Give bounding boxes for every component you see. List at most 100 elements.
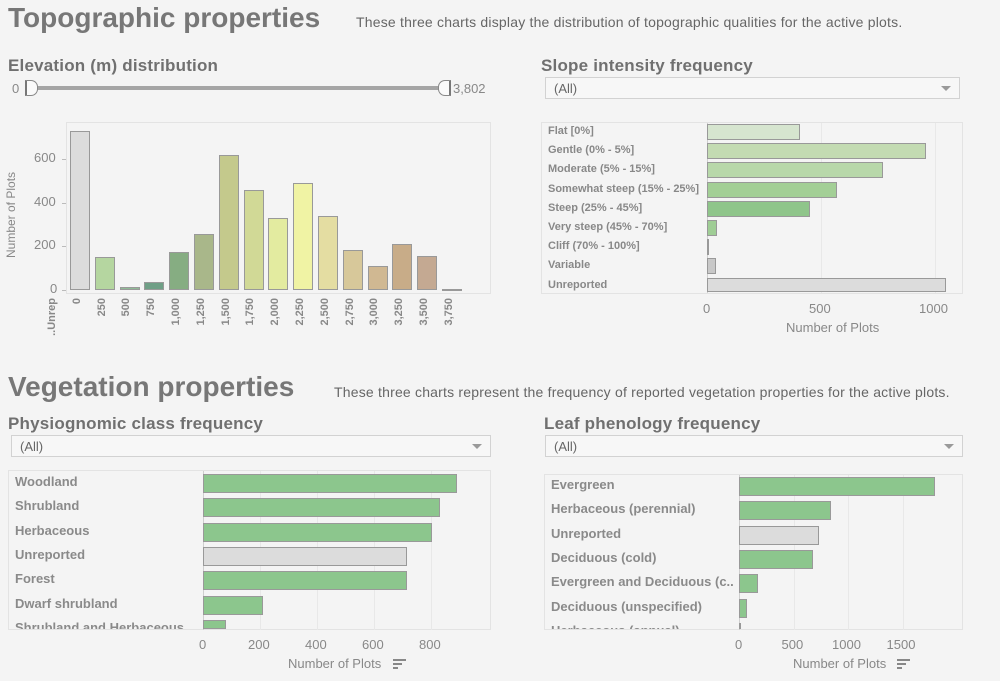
slope-gridline bbox=[935, 123, 936, 293]
leaf-x-axis-label: Number of Plots bbox=[793, 656, 887, 671]
slider-min-label: 0 bbox=[12, 81, 20, 96]
chevron-down-icon bbox=[941, 86, 951, 91]
leaf-category-label: Evergreen bbox=[551, 477, 615, 492]
slope-x-axis-label: Number of Plots bbox=[786, 320, 880, 335]
elevation-bar bbox=[442, 289, 462, 291]
slope-chart-title: Slope intensity frequency bbox=[541, 56, 753, 75]
slope-bar bbox=[707, 258, 717, 275]
slider-min-handle[interactable] bbox=[25, 80, 38, 96]
elevation-y-tick-mark bbox=[62, 202, 66, 204]
elevation-x-tick: 3,250 bbox=[393, 298, 406, 326]
physio-bar bbox=[203, 546, 407, 566]
leaf-x-tick: 500 bbox=[781, 637, 804, 652]
leaf-filter-dropdown[interactable]: (All) bbox=[545, 435, 963, 457]
leaf-category-label: Deciduous (cold) bbox=[551, 549, 657, 565]
physiognomic-filter-dropdown[interactable]: (All) bbox=[11, 435, 491, 457]
leaf-category-label: Evergreen and Deciduous (c.. bbox=[551, 574, 734, 590]
leaf-gridline bbox=[848, 475, 849, 630]
physio-category-label: Herbaceous bbox=[15, 522, 90, 538]
slope-category-label: Flat [0%] bbox=[548, 125, 594, 137]
physio-bar bbox=[203, 522, 433, 542]
elevation-y-tick: 600 bbox=[34, 150, 56, 166]
topographic-section-title: Topographic properties bbox=[8, 2, 321, 33]
elevation-bar bbox=[119, 286, 140, 290]
slider-max-handle[interactable] bbox=[438, 80, 451, 96]
chevron-down-icon bbox=[944, 444, 954, 449]
physio-bar bbox=[203, 498, 440, 518]
elevation-bar bbox=[70, 130, 90, 290]
physio-bar bbox=[203, 619, 226, 629]
leaf-bar bbox=[739, 477, 936, 496]
elevation-y-tick-mark bbox=[62, 159, 66, 161]
elevation-y-tick: 400 bbox=[34, 193, 56, 209]
elevation-bar bbox=[342, 249, 363, 290]
physio-bar bbox=[203, 571, 407, 591]
leaf-chart-title: Leaf phenology frequency bbox=[544, 414, 761, 433]
leaf-gridline bbox=[902, 475, 904, 630]
physio-category-label: Forest bbox=[15, 571, 55, 587]
slope-category-label: Moderate (5% - 15%] bbox=[548, 163, 655, 176]
elevation-bar bbox=[218, 154, 239, 290]
elevation-y-tick: 200 bbox=[34, 237, 56, 253]
chevron-down-icon bbox=[472, 444, 482, 449]
physio-x-tick: 0 bbox=[199, 637, 207, 652]
slope-category-label: Cliff (70% - 100%] bbox=[548, 240, 640, 253]
slope-filter-value: (All) bbox=[554, 81, 578, 96]
leaf-bar bbox=[739, 622, 741, 629]
leaf-filter-value: (All) bbox=[554, 439, 578, 454]
slope-x-tick: 1000 bbox=[919, 301, 948, 316]
topographic-section-description: These three charts display the distribut… bbox=[356, 14, 903, 30]
elevation-bar bbox=[318, 215, 338, 290]
elevation-x-tick: 750 bbox=[145, 298, 158, 317]
elevation-x-tick: 1,750 bbox=[244, 298, 257, 326]
physiognomic-filter-value: (All) bbox=[20, 439, 44, 454]
elevation-x-tick: Unrep.. bbox=[46, 298, 58, 336]
slope-category-label: Steep (25% - 45%] bbox=[548, 201, 643, 214]
elevation-bar bbox=[169, 251, 190, 290]
physio-x-tick: 200 bbox=[248, 637, 270, 652]
vegetation-section-description: These three charts represent the frequen… bbox=[334, 384, 950, 400]
elevation-y-tick: 0 bbox=[50, 281, 58, 296]
elevation-x-tick: 3,500 bbox=[418, 298, 430, 326]
physio-x-tick: 400 bbox=[305, 637, 327, 652]
elevation-bar bbox=[144, 282, 165, 290]
slope-filter-dropdown[interactable]: (All) bbox=[545, 77, 960, 99]
leaf-category-label: Herbaceous (annual) bbox=[551, 623, 680, 629]
elevation-range-slider[interactable]: 0 3,802 bbox=[10, 80, 490, 98]
elevation-bar bbox=[367, 266, 388, 290]
slope-bar bbox=[707, 124, 801, 140]
physio-category-label: Shrubland and Herbaceous bbox=[15, 619, 185, 629]
physio-category-label: Dwarf shrubland bbox=[15, 595, 118, 611]
elevation-y-tick-mark bbox=[62, 246, 66, 248]
slope-category-label: Somewhat steep (15% - 25%] bbox=[548, 182, 699, 195]
leaf-x-tick: 0 bbox=[735, 637, 743, 652]
physio-category-label: Woodland bbox=[15, 474, 78, 489]
slope-x-tick: 500 bbox=[809, 301, 831, 316]
physiognomic-x-axis-label: Number of Plots bbox=[288, 656, 382, 671]
physio-bar bbox=[203, 595, 263, 615]
physio-gridline bbox=[431, 471, 432, 630]
physio-category-label: Shrubland bbox=[15, 498, 80, 514]
slope-category-label: Variable bbox=[548, 259, 591, 272]
slope-category-label: Gentle (0% - 5%] bbox=[548, 144, 635, 157]
elevation-bar bbox=[94, 257, 115, 290]
elevation-bar bbox=[392, 244, 413, 290]
sort-icon[interactable] bbox=[897, 659, 910, 669]
elevation-x-tick: 3,000 bbox=[368, 298, 381, 326]
elevation-x-tick: 250 bbox=[95, 298, 108, 317]
elevation-x-tick: 1,000 bbox=[170, 298, 182, 326]
physiognomic-chart-title: Physiognomic class frequency bbox=[8, 414, 264, 433]
elevation-bar bbox=[194, 234, 214, 290]
elevation-y-axis-label: Number of Plots bbox=[4, 171, 18, 258]
vegetation-section-title: Vegetation properties bbox=[8, 371, 295, 402]
slope-gridline bbox=[821, 123, 822, 293]
leaf-bar bbox=[739, 525, 819, 545]
elevation-x-tick: 1,500 bbox=[219, 298, 232, 326]
leaf-bar bbox=[739, 501, 831, 521]
elevation-x-tick: 2,750 bbox=[343, 298, 356, 326]
leaf-category-label: Herbaceous (perennial) bbox=[551, 501, 696, 517]
slope-category-label: Unreported bbox=[548, 278, 608, 291]
sort-icon[interactable] bbox=[393, 659, 406, 669]
slider-track[interactable] bbox=[32, 86, 448, 90]
elevation-x-tick: 500 bbox=[120, 298, 133, 317]
